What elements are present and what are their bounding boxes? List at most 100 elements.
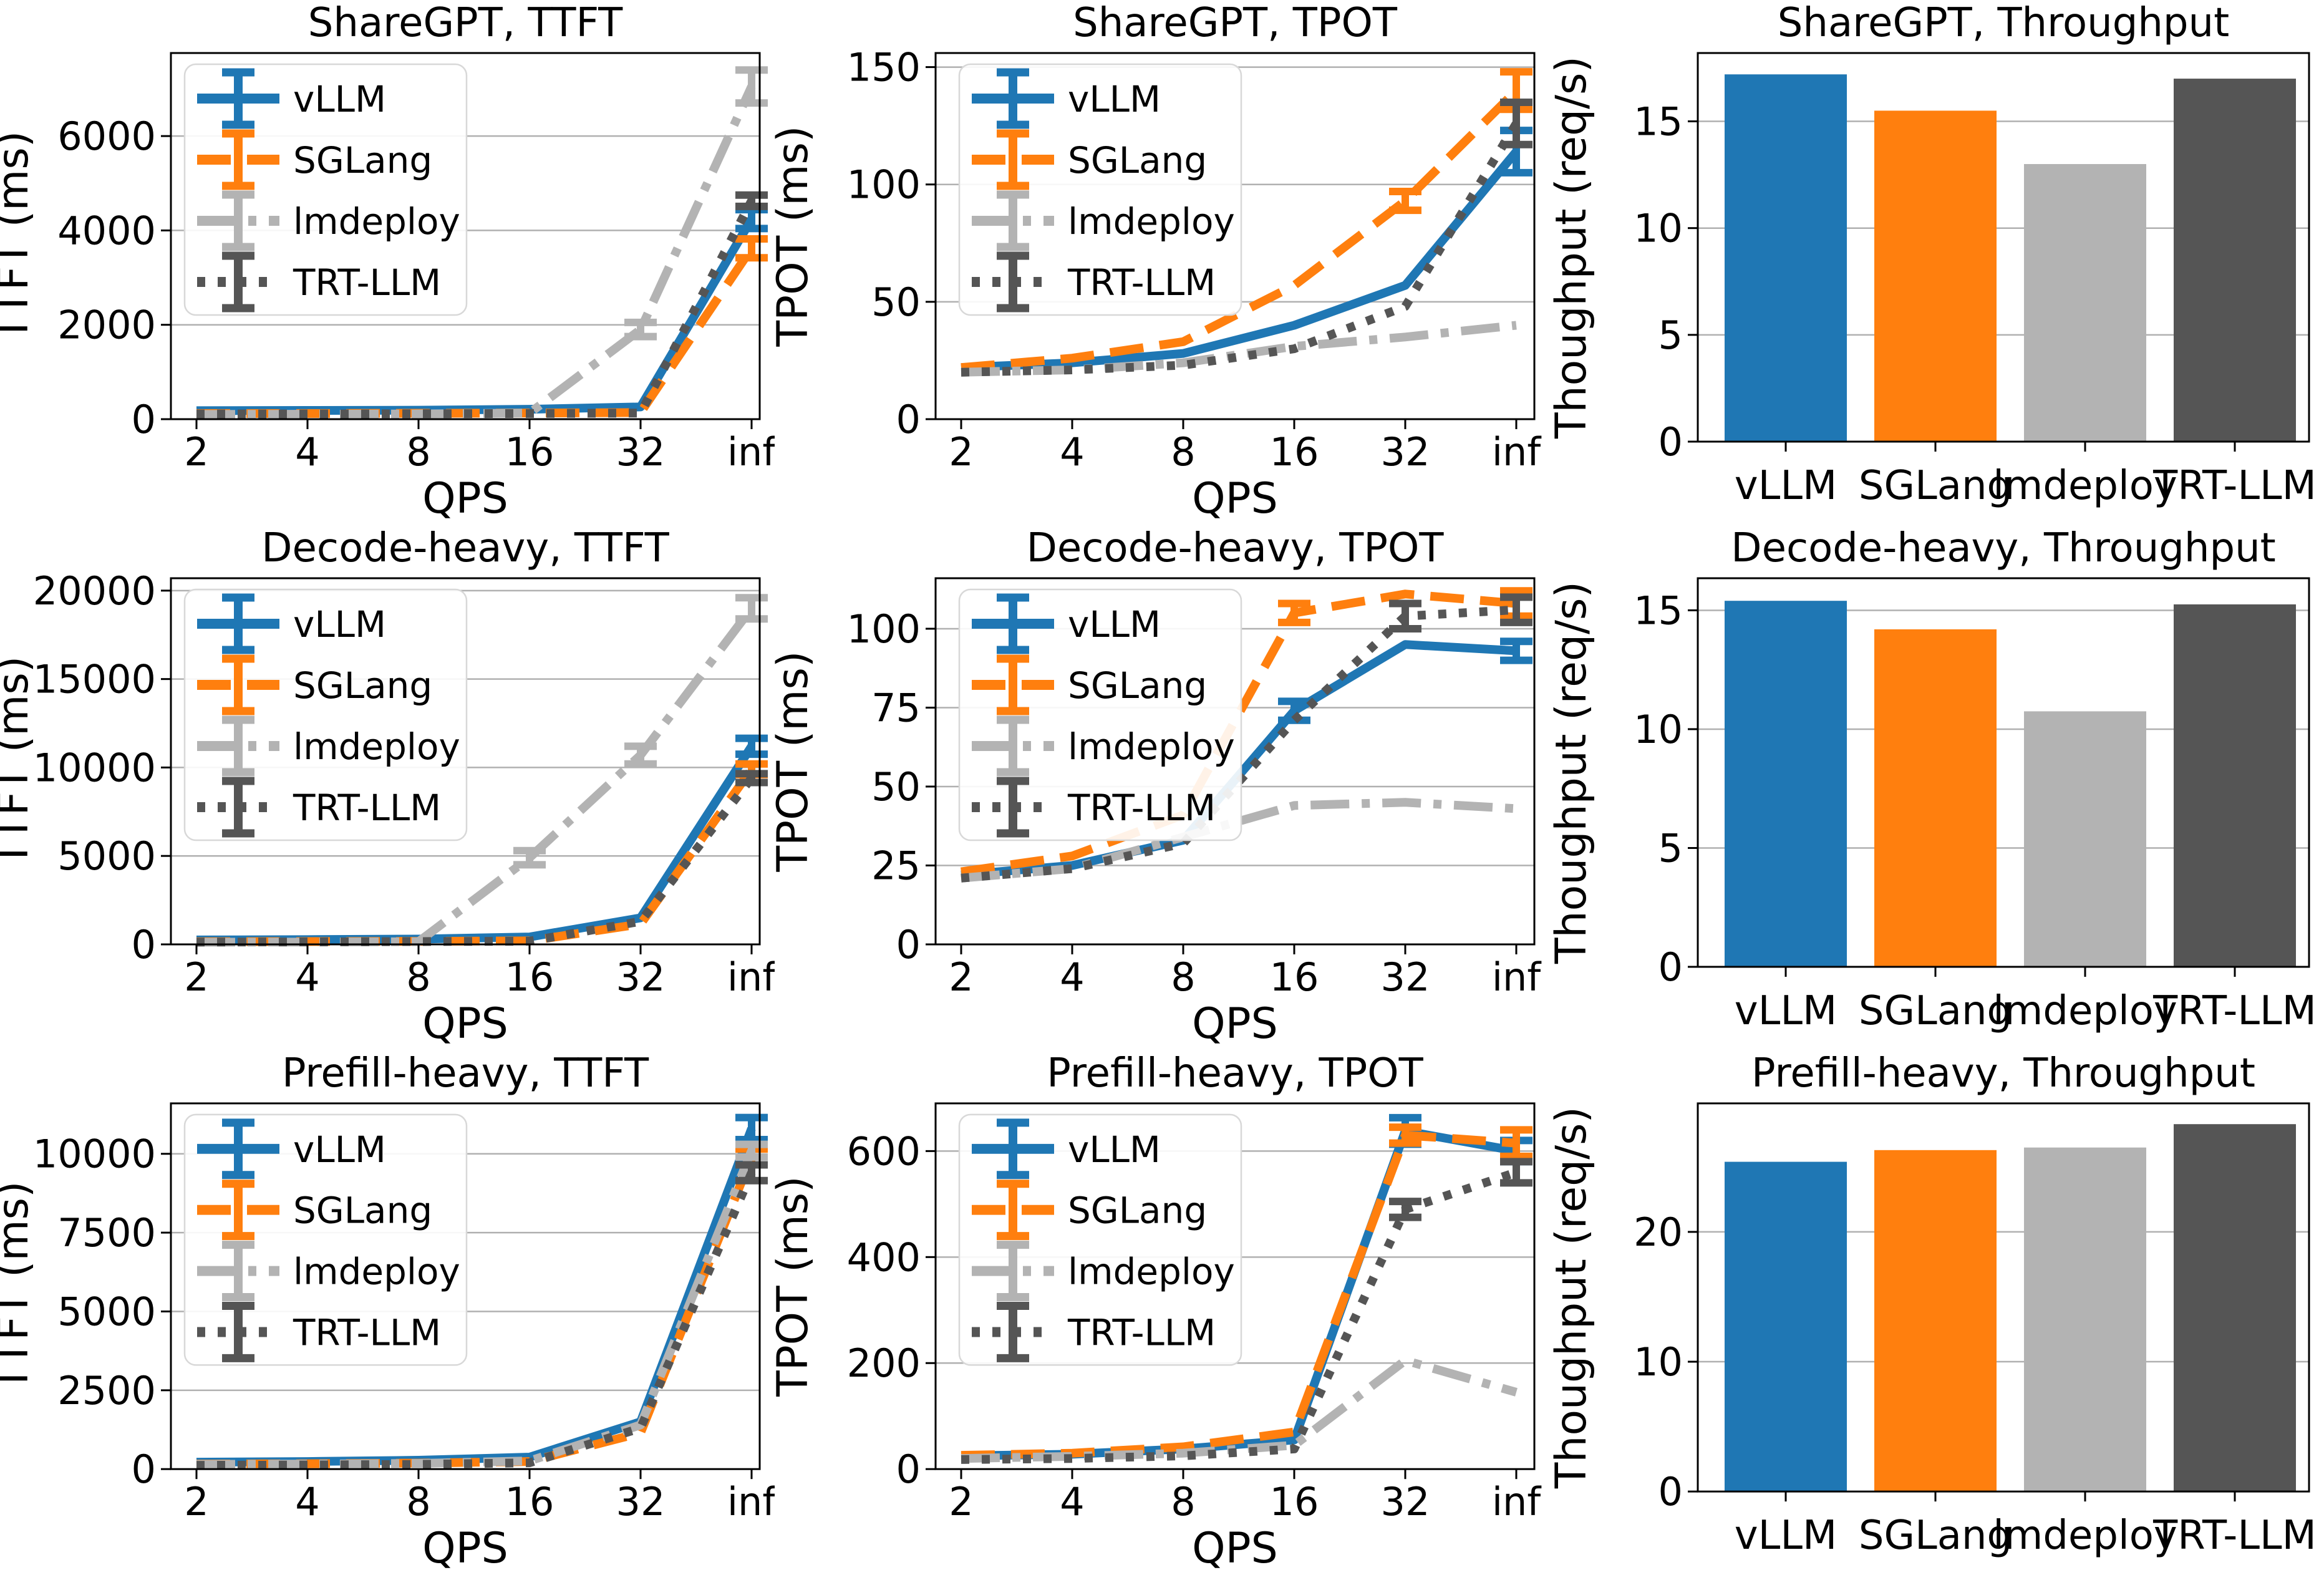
y-axis-label: Thoughput (req/s) [1549,56,1596,439]
errorbar-SGLang [1500,1126,1532,1160]
x-tick-label: inf [1492,1479,1542,1524]
x-tick-label: 4 [295,429,319,475]
bar-category-label: SGLang [1859,463,2012,509]
series [196,1113,768,1470]
x-tick-label: 8 [1171,1479,1195,1524]
y-tick-label: 200 [847,1340,921,1386]
chart-sharegpt-ttft: 0 2000 4000 6000 2 4 8 16 32 inf QPS TTFT (ms) Share… [0,0,775,525]
bar-category-label: lmdeploy [1993,1513,2177,1559]
bar-vLLM [1725,1161,1847,1492]
y-tick-label: 100 [847,606,921,652]
chart-title: ShareGPT, TTFT [308,0,623,46]
legend-entry-lmdeploy: lmdeploy [197,715,460,777]
errorbar-lmdeploy [513,846,546,869]
errorbar-SGLang [1389,1123,1421,1147]
bar-category-label: lmdeploy [1993,988,2177,1034]
legend-label: SGLang [1068,1190,1207,1232]
errorbar-TRT-LLM [735,1161,768,1185]
chart-sharegpt-throughput: 0 5 10 15 vLLM SGLang lmdeploy TRT-LLM Thoughput… [1549,0,2324,525]
series-lmdeploy-line [961,1356,1518,1463]
x-tick-label: 16 [1270,1479,1319,1524]
bar-category-label: vLLM [1735,463,1837,509]
bar-lmdeploy [2024,1147,2146,1492]
y-tick-label: 600 [847,1128,921,1174]
x-tick-label: 2 [949,954,973,1000]
y-axis-ticks: 0 5000 10000 15000 20000 [33,568,171,967]
x-tick-label: inf [1492,954,1542,1000]
legend-entry-lmdeploy: lmdeploy [197,190,460,251]
chart-svg-decode-heavy-tpot: 0 25 50 75 100 2 4 8 16 32 inf QPS TPOT (ms) Decode-h… [775,525,1549,1050]
x-tick-label: 16 [1270,954,1319,1000]
legend-label: vLLM [293,603,386,646]
y-tick-label: 10 [1634,1339,1683,1385]
errorbar-SGLang [735,235,768,262]
y-axis-label: TPOT (ms) [775,1176,818,1397]
legend-entry-lmdeploy: lmdeploy [972,715,1235,777]
legend-label: TRT-LLM [293,787,441,829]
y-tick-label: 5000 [57,833,156,879]
y-axis-ticks: 0 5 10 15 [1634,99,1698,465]
chart-title: ShareGPT, Throughput [1778,0,2229,46]
legend: vLLM SGLang lmdeploy TRT-LLM [183,588,468,841]
x-axis-ticks: 2 4 8 16 32 inf [949,944,1542,1000]
legend-label: lmdeploy [1068,1251,1235,1293]
legend-entry-vLLM: vLLM [972,593,1161,654]
x-tick-label: 16 [1270,429,1319,475]
bar-lmdeploy [2024,164,2146,442]
errorbar-TRT-LLM [735,770,768,787]
series-TRT-LLM-line [961,605,1517,883]
series-lmdeploy-line [196,605,755,947]
legend-entry-SGLang: SGLang [972,129,1207,190]
x-axis-label: QPS [422,999,508,1049]
errorbar-TRT-LLM [1500,593,1532,626]
x-tick-label: 8 [406,429,430,475]
y-tick-label: 0 [1658,419,1683,465]
x-axis-label: QPS [1192,1524,1278,1573]
errorbar-vLLM [1500,637,1532,664]
chart-title: ShareGPT, TPOT [1073,0,1398,46]
y-tick-label: 0 [896,922,921,967]
legend-box [183,1113,468,1366]
legend-label: vLLM [293,78,386,120]
x-tick-label: 8 [406,1479,430,1524]
y-axis-label: TTFT (ms) [0,656,38,868]
legend-label: lmdeploy [293,1251,460,1293]
x-tick-label: 32 [616,1479,666,1524]
series-SGLang-line [196,1155,756,1469]
legend-entry-SGLang: SGLang [972,654,1207,715]
x-tick-label: 2 [949,429,973,475]
legend-entry-lmdeploy: lmdeploy [972,190,1235,251]
legend-label: lmdeploy [1068,200,1235,243]
bar-category-label: TRT-LLM [2152,988,2317,1034]
y-axis-label: TPOT (ms) [775,126,818,347]
chart-title: Decode-heavy, TPOT [1027,525,1445,571]
y-axis-ticks: 0 5 10 15 [1634,588,1698,990]
x-tick-label: 16 [505,429,554,475]
series [961,68,1532,377]
y-tick-label: 0 [896,1447,921,1492]
axes-box [1697,1102,2310,1493]
legend: vLLM SGLang lmdeploy TRT-LLM [958,588,1242,841]
bar-vLLM [1725,74,1847,442]
legend-entry-SGLang: SGLang [197,654,432,715]
x-axis-label: QPS [422,1524,508,1573]
y-axis-ticks: 0 2500 5000 7500 10000 [33,1132,171,1492]
x-tick-label: 4 [1060,954,1084,1000]
series [961,1113,1532,1464]
axes-box [1697,577,2310,968]
y-tick-label: 15 [1634,99,1683,145]
errorbar-TRT-LLM [1500,99,1532,148]
series-SGLang-line [961,87,1519,372]
errorbar-SGLang [1389,188,1421,215]
y-tick-label: 0 [1658,944,1683,990]
legend-label: SGLang [293,1190,432,1232]
legend-label: SGLang [293,664,432,707]
errorbar-TRT-LLM [1500,1158,1532,1187]
y-tick-label: 100 [847,162,921,208]
x-tick-label: 32 [616,954,666,1000]
y-axis-label: TTFT (ms) [0,131,38,342]
legend-box [958,1113,1242,1366]
